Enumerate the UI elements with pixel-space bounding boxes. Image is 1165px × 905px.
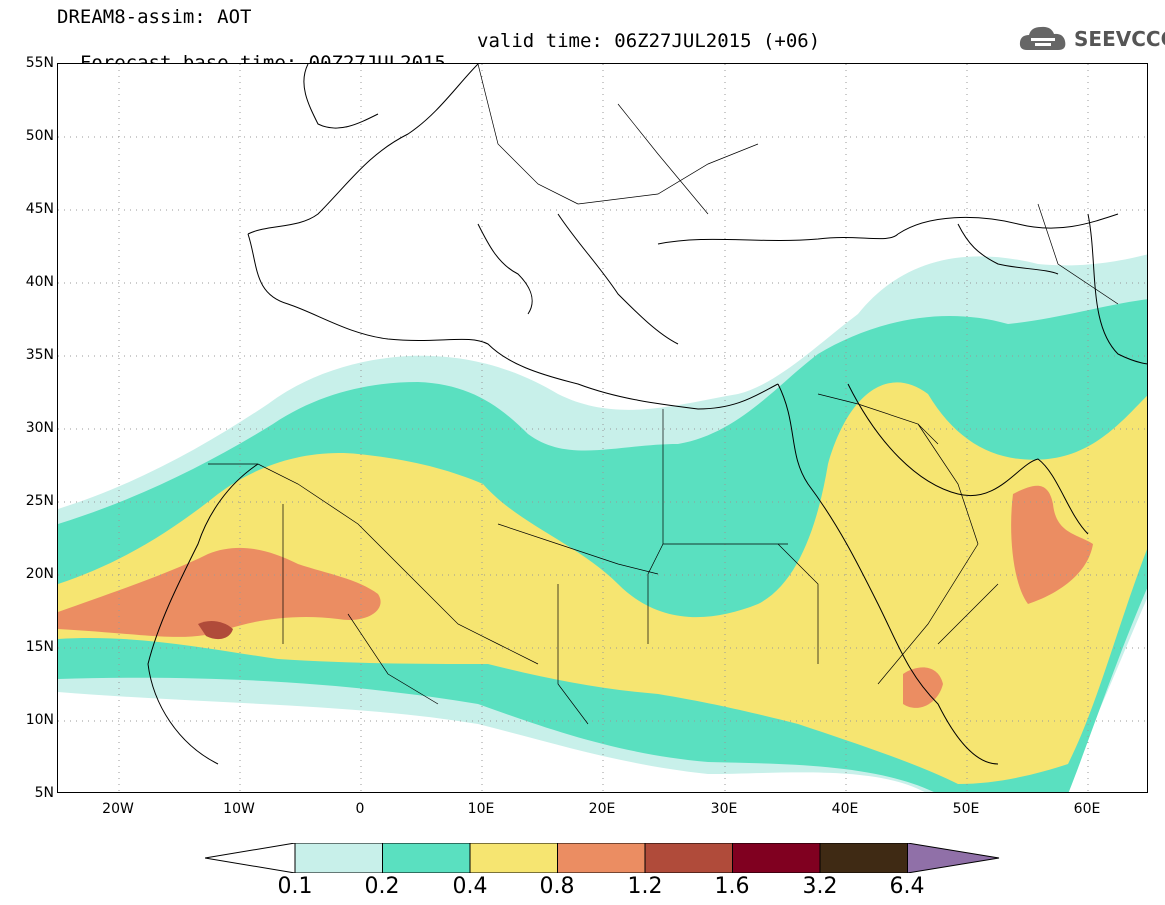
cloud-icon	[1019, 26, 1066, 50]
colorbar-segment	[557, 843, 646, 873]
lon-label: 40E	[831, 801, 859, 817]
country-borders	[208, 64, 1119, 725]
valid-time-text: valid time: 06Z27JUL2015 (+06)	[477, 30, 821, 52]
lat-label: 20N	[25, 566, 54, 582]
lon-label: 10W	[223, 801, 255, 817]
legend-label: 6.4	[889, 874, 925, 899]
lat-label: 45N	[25, 201, 54, 217]
legend-label: 0.4	[452, 874, 488, 899]
lon-label: 30E	[710, 801, 738, 817]
colorbar-segment	[382, 843, 471, 873]
colorbar-segment	[205, 843, 296, 873]
lon-label: 0	[355, 801, 365, 817]
aot-band-1.2	[198, 621, 233, 640]
map-title: DREAM8-assim: AOT	[57, 6, 252, 28]
legend-label: 1.6	[714, 874, 750, 899]
lon-label: 60E	[1073, 801, 1101, 817]
lat-label: 30N	[25, 420, 54, 436]
aot-band-0.4	[58, 382, 1147, 784]
lat-label: 50N	[25, 128, 54, 144]
logo-text: SEEVCCC	[1074, 27, 1165, 51]
legend-label: 3.2	[802, 874, 838, 899]
colorbar-segment	[469, 843, 558, 873]
colorbar-segment	[907, 843, 1000, 873]
lon-label: 20W	[102, 801, 134, 817]
lon-label: 50E	[952, 801, 980, 817]
aot-band-0.8-oman	[1011, 485, 1093, 604]
coastlines	[147, 64, 1147, 765]
lat-label: 40N	[25, 274, 54, 290]
colorbar-segment	[644, 843, 733, 873]
lat-label: 5N	[34, 785, 54, 801]
aot-band-0.8-west	[58, 547, 381, 637]
legend-label: 0.8	[539, 874, 575, 899]
colorbar-segment	[819, 843, 908, 873]
lat-label: 25N	[25, 493, 54, 509]
map-area	[57, 63, 1148, 793]
legend-label: 0.2	[364, 874, 400, 899]
legend-label: 0.1	[277, 874, 313, 899]
lat-label: 10N	[25, 712, 54, 728]
lat-label: 15N	[25, 639, 54, 655]
aot-map	[58, 64, 1147, 792]
seevccc-logo: SEEVCCC	[1017, 22, 1165, 56]
colorbar	[205, 843, 1000, 873]
lat-label: 55N	[25, 55, 54, 71]
lon-label: 20E	[588, 801, 616, 817]
colorbar-segment	[732, 843, 821, 873]
lon-label: 10E	[467, 801, 495, 817]
lat-label: 35N	[25, 347, 54, 363]
legend-label: 1.2	[627, 874, 663, 899]
colorbar-segment	[294, 843, 383, 873]
